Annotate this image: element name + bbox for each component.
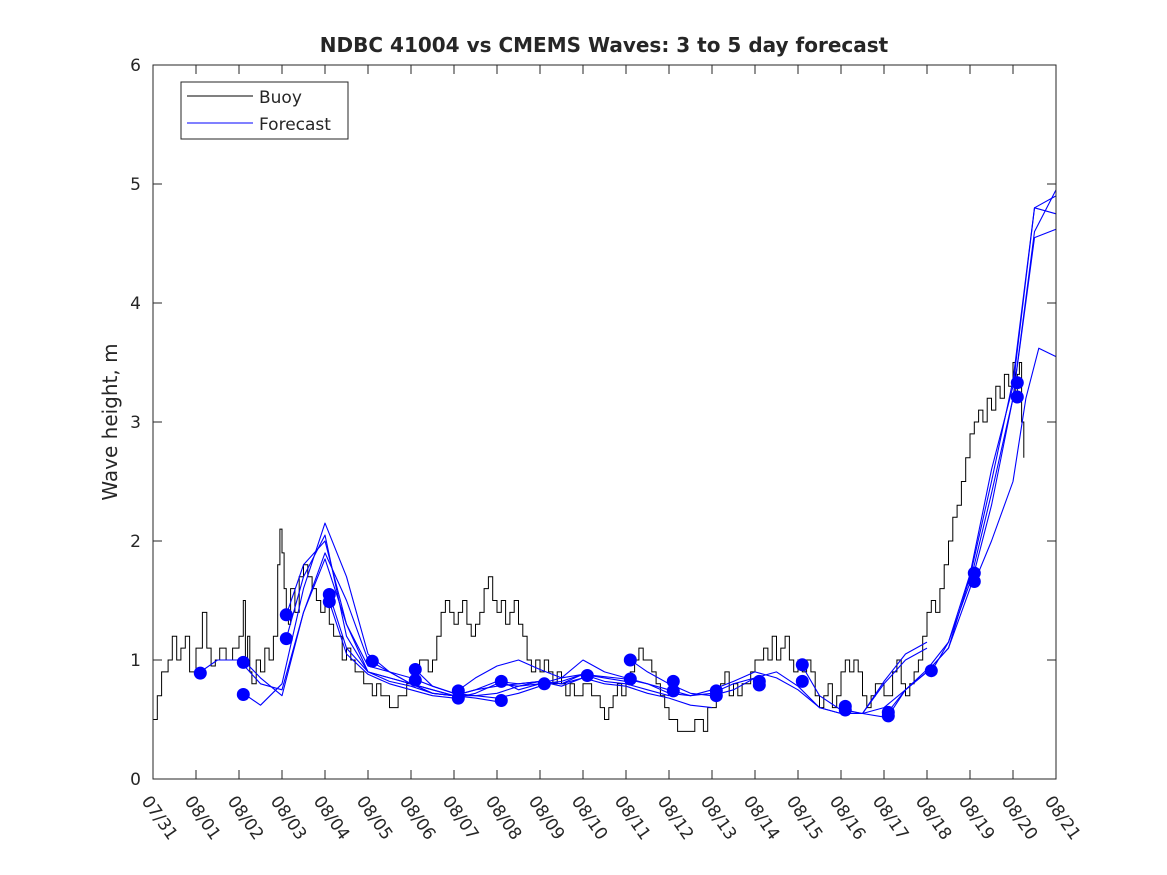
forecast-marker-22 [709, 689, 723, 703]
chart-title: NDBC 41004 vs CMEMS Waves: 3 to 5 day fo… [320, 33, 889, 57]
y-tick-label-0: 0 [130, 770, 141, 790]
forecast-marker-17 [623, 653, 637, 667]
forecast-marker-20 [666, 684, 680, 698]
legend-buoy-label: Buoy [259, 88, 302, 108]
forecast-marker-12 [451, 691, 465, 705]
legend-forecast-label: Forecast [259, 115, 331, 135]
forecast-marker-28 [838, 703, 852, 717]
forecast-marker-13 [494, 674, 508, 688]
y-tick-label-2: 2 [130, 532, 141, 552]
forecast-marker-1 [193, 666, 207, 680]
y-tick-label-5: 5 [130, 175, 141, 195]
y-tick-label-6: 6 [130, 56, 141, 76]
forecast-marker-33 [967, 575, 981, 588]
forecast-marker-3 [236, 688, 250, 701]
forecast-marker-8 [365, 654, 379, 668]
forecast-marker-2 [236, 655, 250, 669]
forecast-series-line-15 [973, 347, 1057, 583]
forecast-marker-34 [1010, 376, 1024, 390]
forecast-marker-5 [279, 632, 293, 646]
forecast-series-line-7 [328, 594, 713, 709]
marker-layer [193, 376, 1024, 723]
y-tick-label-4: 4 [130, 294, 141, 314]
forecast-marker-26 [795, 674, 809, 688]
legend-box [180, 81, 349, 140]
forecast-marker-15 [537, 677, 551, 691]
y-tick-label-1: 1 [130, 651, 141, 671]
forecast-marker-35 [1010, 390, 1024, 404]
forecast-marker-4 [279, 608, 293, 622]
forecast-marker-18 [623, 672, 637, 686]
forecast-marker-24 [752, 678, 766, 692]
legend: Buoy Forecast [180, 81, 349, 140]
y-tick-label-3: 3 [130, 413, 141, 433]
forecast-marker-30 [881, 709, 895, 723]
forecast-marker-25 [795, 658, 809, 672]
forecast-marker-31 [924, 664, 938, 678]
y-axis-label: Wave height, m [98, 343, 122, 500]
forecast-series-line-8 [414, 659, 756, 697]
forecast-marker-7 [322, 595, 336, 609]
forecast-marker-14 [494, 694, 508, 707]
forecast-series-line-14 [930, 195, 1057, 673]
forecast-marker-19 [666, 674, 680, 688]
forecast-marker-9 [408, 663, 422, 676]
forecast-marker-16 [580, 669, 594, 682]
forecast-marker-10 [408, 673, 422, 687]
